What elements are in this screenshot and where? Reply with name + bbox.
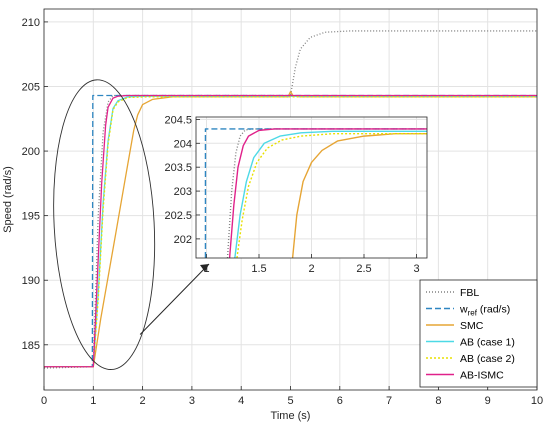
inset-series-line-ab-case-1- bbox=[234, 130, 427, 258]
legend-label: wref (rad/s) bbox=[459, 304, 510, 318]
inset-x-tick-label: 1.5 bbox=[251, 263, 266, 275]
main-x-tick-label: 2 bbox=[140, 395, 146, 407]
legend-label: SMC bbox=[460, 320, 484, 332]
inset-x-tick-label: 2.5 bbox=[356, 263, 371, 275]
inset-y-tick-label: 204.5 bbox=[164, 114, 192, 126]
inset-x-tick-label: 1 bbox=[203, 263, 209, 275]
zoom-annotation bbox=[53, 79, 210, 370]
main-x-tick-label: 8 bbox=[435, 395, 441, 407]
main-y-tick-label: 185 bbox=[22, 340, 40, 352]
legend-box bbox=[419, 279, 538, 388]
main-y-tick-label: 200 bbox=[22, 146, 40, 158]
main-x-tick-label: 9 bbox=[485, 395, 491, 407]
inset-axes: 1 1.5 2 2.5 3 202 202.5 203 203.5 204 204.5 bbox=[164, 114, 428, 275]
inset-x-tick-label: 3 bbox=[413, 263, 419, 275]
main-x-tick-label: 0 bbox=[41, 395, 47, 407]
legend-label: AB (case 1) bbox=[460, 337, 515, 349]
main-x-tick-label: 5 bbox=[287, 395, 293, 407]
legend-label: AB (case 2) bbox=[460, 353, 515, 365]
inset-y-tick-label: 202.5 bbox=[164, 210, 192, 222]
main-y-tick-label: 195 bbox=[22, 211, 40, 223]
main-x-tick-label: 3 bbox=[189, 395, 195, 407]
main-series-line-ab-case-2- bbox=[44, 96, 537, 368]
inset-series-line-w-ref-rad-s- bbox=[204, 128, 427, 258]
y-axis-label: Speed (rad/s) bbox=[2, 166, 14, 233]
inset-series-line-ab-case-2- bbox=[236, 133, 427, 258]
main-y-tick-label: 210 bbox=[22, 17, 40, 29]
inset-x-tick-label: 2 bbox=[308, 263, 314, 275]
zoom-ellipse bbox=[53, 79, 156, 370]
main-x-tick-label: 1 bbox=[90, 395, 96, 407]
main-y-tick-label: 205 bbox=[22, 81, 40, 93]
inset-series-line-ab-ismc bbox=[228, 128, 427, 258]
main-x-tick-label: 6 bbox=[337, 395, 343, 407]
inset-y-tick-label: 204 bbox=[174, 138, 192, 150]
main-series-line-smc bbox=[44, 91, 537, 368]
inset-y-tick-label: 202 bbox=[174, 234, 192, 246]
main-x-tick-label: 7 bbox=[386, 395, 392, 407]
zoom-arrow-head bbox=[200, 264, 209, 272]
inset-series-line-smc bbox=[291, 133, 427, 258]
inset-y-tick-label: 203 bbox=[174, 186, 192, 198]
x-axis-label: Time (s) bbox=[271, 410, 311, 422]
main-y-tick-label: 190 bbox=[22, 275, 40, 287]
inset-series-line-fbl bbox=[226, 128, 427, 258]
legend: FBL wref (rad/s) SMC AB (case 1) AB (case 2)… bbox=[419, 279, 538, 388]
main-x-tick-label: 4 bbox=[238, 395, 244, 407]
main-axes-frame bbox=[43, 8, 538, 391]
main-series-line-ab-ismc bbox=[44, 94, 537, 368]
inset-y-tick-label: 203.5 bbox=[164, 162, 192, 174]
main-series-group bbox=[44, 30, 537, 369]
inset-series-group bbox=[204, 128, 427, 258]
main-x-tick-label: 10 bbox=[531, 395, 543, 407]
legend-label: AB-ISMC bbox=[460, 370, 504, 382]
legend-label: FBL bbox=[460, 287, 479, 299]
inset-axes-frame bbox=[195, 116, 428, 259]
zoom-arrow-line bbox=[139, 263, 210, 335]
